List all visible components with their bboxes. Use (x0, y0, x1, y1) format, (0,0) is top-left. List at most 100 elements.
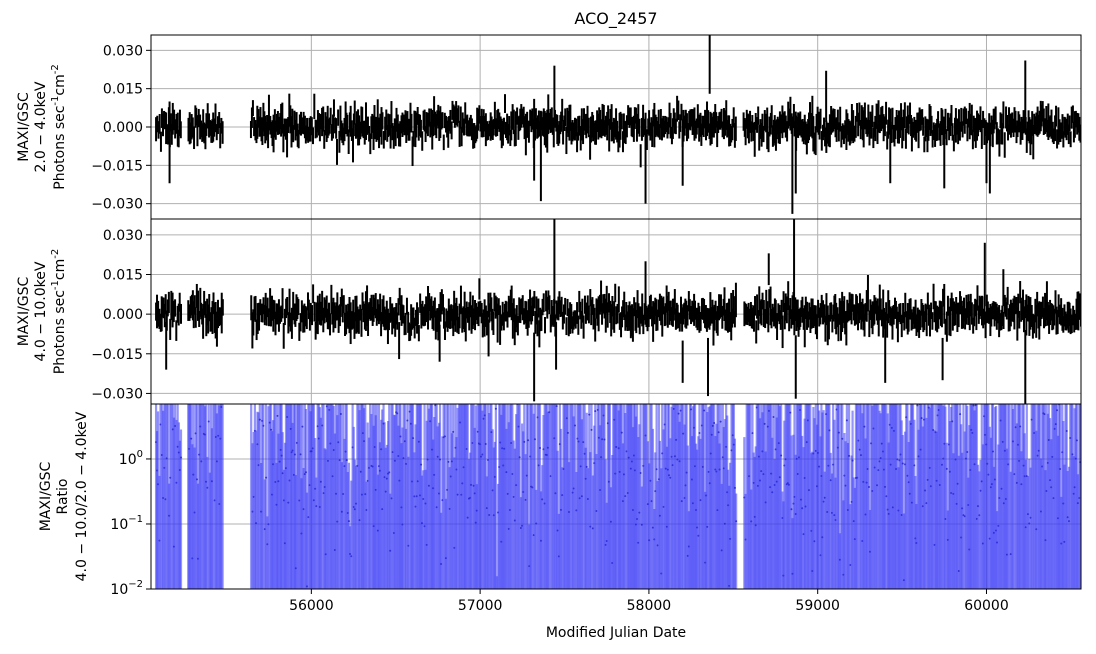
hard-ytick-label: 0.015 (103, 268, 143, 284)
ratio-point (867, 486, 870, 489)
ratio-point (972, 404, 975, 407)
ratio-point (646, 397, 648, 399)
ratio-point (533, 438, 536, 441)
ratio-point (809, 395, 811, 397)
ratio-point (406, 419, 409, 422)
ratio-point (763, 422, 766, 425)
ratio-point (913, 464, 916, 467)
ratio-point (1011, 370, 1013, 372)
ratio-point (931, 383, 933, 385)
ratio-point (301, 425, 304, 428)
ratio-point (588, 413, 591, 416)
hard-ytick-label: −0.030 (91, 386, 143, 402)
ratio-point (612, 387, 614, 389)
ratio-point (358, 395, 360, 397)
ratio-point (331, 397, 333, 399)
ratio-point (920, 417, 923, 420)
soft-ytick-label: −0.015 (91, 158, 143, 174)
ratio-point (551, 375, 553, 377)
hard-ytick-label: 0.030 (103, 228, 143, 244)
ratio-point (190, 437, 193, 440)
ratio-point (555, 405, 558, 408)
ratio-point (698, 431, 701, 434)
ratio-point (1056, 409, 1059, 412)
ratio-point (484, 443, 487, 446)
ratio-point (751, 432, 754, 435)
ratio-point (790, 508, 793, 511)
ratio-point (828, 429, 831, 432)
ratio-point (1059, 467, 1062, 470)
ratio-point (1034, 375, 1036, 377)
ratio-ytick-label: 100 (119, 449, 143, 468)
ratio-point (527, 439, 530, 442)
ratio-point (940, 394, 942, 396)
ratio-point (780, 454, 783, 457)
ratio-point (347, 520, 350, 523)
ratio-point (195, 478, 198, 481)
ratio-point (703, 409, 706, 412)
ratio-point (376, 378, 378, 380)
ratio-point (388, 471, 391, 474)
ratio-point (523, 440, 526, 443)
x-tick-label: 58000 (627, 598, 672, 614)
ratio-point (574, 424, 577, 427)
ratio-point (207, 420, 210, 423)
hard-y-axis-label: MAXI/GSC4.0 − 10.0keV Photons sec-1cm-2 (16, 249, 68, 374)
ratio-point (250, 394, 252, 396)
hard-ytick-label: 0.000 (103, 307, 143, 323)
ratio-point (552, 389, 554, 391)
ratio-point (845, 419, 848, 422)
ratio-point (643, 391, 645, 393)
ratio-frame (150, 403, 1082, 590)
soft-ytick-label: 0.030 (103, 43, 143, 59)
ratio-point (339, 412, 342, 415)
ratio-ytick-label: 10−2 (110, 579, 143, 598)
x-tick-label: 56000 (289, 598, 334, 614)
ratio-point (594, 410, 597, 413)
ratio-point (719, 420, 722, 423)
soft-series (155, 35, 1081, 214)
ratio-point (420, 463, 423, 466)
ratio-point (1032, 396, 1034, 398)
ratio-point (171, 401, 173, 403)
ratio-point (766, 369, 768, 371)
ratio-point (713, 421, 716, 424)
ratio-point (297, 382, 299, 384)
ratio-point (202, 365, 204, 367)
ratio-point (569, 364, 571, 366)
ratio-point (603, 438, 606, 441)
ratio-point (443, 435, 446, 438)
ratio-point (1008, 367, 1010, 369)
ratio-point (187, 399, 189, 401)
x-tick-label: 57000 (458, 598, 503, 614)
ratio-point (735, 520, 738, 523)
panels: −0.030 −0.015 0.000 0.015 0.030 MAXI/GSC2.0 −… (16, 34, 1082, 628)
ratio-point (1019, 425, 1022, 428)
ratio-point (689, 390, 691, 392)
ratio-y-axis-label: MAXI/GSCRatio 4.0 − 10.0/2.0 − 4.0keV (38, 411, 90, 581)
ratio-point (489, 386, 491, 388)
ratio-point (639, 472, 642, 475)
ratio-point (270, 428, 273, 431)
ratio-point (629, 401, 631, 403)
x-tick-label: 60000 (964, 598, 1009, 614)
ratio-point (1022, 399, 1024, 401)
ratio-point (717, 431, 720, 434)
ratio-point (1071, 453, 1074, 456)
ratio-point (167, 400, 169, 402)
ratio-point (399, 435, 402, 438)
ratio-point (496, 626, 498, 628)
panel-ratio: 10−2 10−1 100 MAXI/GSCRatio 4.0 − 10.0/2.0 −… (38, 364, 1082, 628)
ratio-point (189, 385, 191, 387)
ratio-point (265, 476, 268, 479)
ratio-point (412, 437, 415, 440)
ratio-point (733, 486, 736, 489)
ratio-point (293, 453, 296, 456)
ratio-series (154, 364, 1081, 628)
soft-ytick-label: −0.030 (91, 197, 143, 213)
ratio-point (210, 379, 212, 381)
soft-y-axis-label: MAXI/GSC2.0 − 4.0keV Photons sec-1cm-2 (16, 64, 68, 189)
ratio-point (262, 424, 265, 427)
ratio-point (1065, 429, 1068, 432)
